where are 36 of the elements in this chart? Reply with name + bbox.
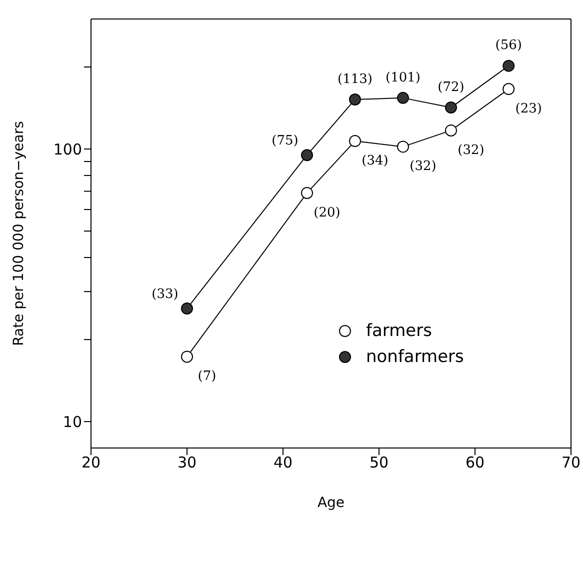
point [502, 60, 515, 72]
annotation: (32) [458, 142, 484, 158]
x-tick-label: 20 [81, 454, 101, 472]
point [349, 135, 361, 148]
point [445, 102, 457, 114]
x-tick-label: 40 [273, 454, 293, 472]
annotation: (34) [362, 153, 388, 168]
point [301, 186, 313, 199]
annotation: (101) [386, 70, 420, 86]
x-tick-label: 70 [561, 454, 581, 472]
point [445, 124, 457, 136]
x-axis-title: Age [317, 495, 345, 511]
point [181, 350, 193, 363]
x-tick-label: 30 [177, 454, 197, 472]
y-tick-label: 10 [62, 412, 82, 431]
point [397, 92, 409, 104]
annotation: (113) [338, 72, 372, 87]
annotation: (33) [152, 286, 178, 302]
legend-label: farmers [366, 321, 432, 341]
point [349, 93, 361, 106]
y-tick-label: 100 [53, 140, 82, 158]
annotation: (20) [314, 205, 340, 220]
annotation: (72) [438, 80, 464, 95]
y-axis-title: Rate per 100 000 person−years [10, 121, 27, 346]
annotation: (32) [410, 159, 436, 174]
point [502, 83, 515, 96]
point [181, 302, 193, 314]
legend-label: nonfarmers [366, 347, 464, 367]
point [397, 140, 409, 153]
annotation: (56) [495, 38, 522, 54]
point [301, 149, 313, 162]
x-tick-label: 50 [369, 454, 389, 472]
annotation: (23) [515, 101, 542, 116]
x-tick-label: 60 [465, 454, 485, 472]
annotation: (7) [198, 369, 216, 384]
annotation: (75) [272, 133, 298, 148]
